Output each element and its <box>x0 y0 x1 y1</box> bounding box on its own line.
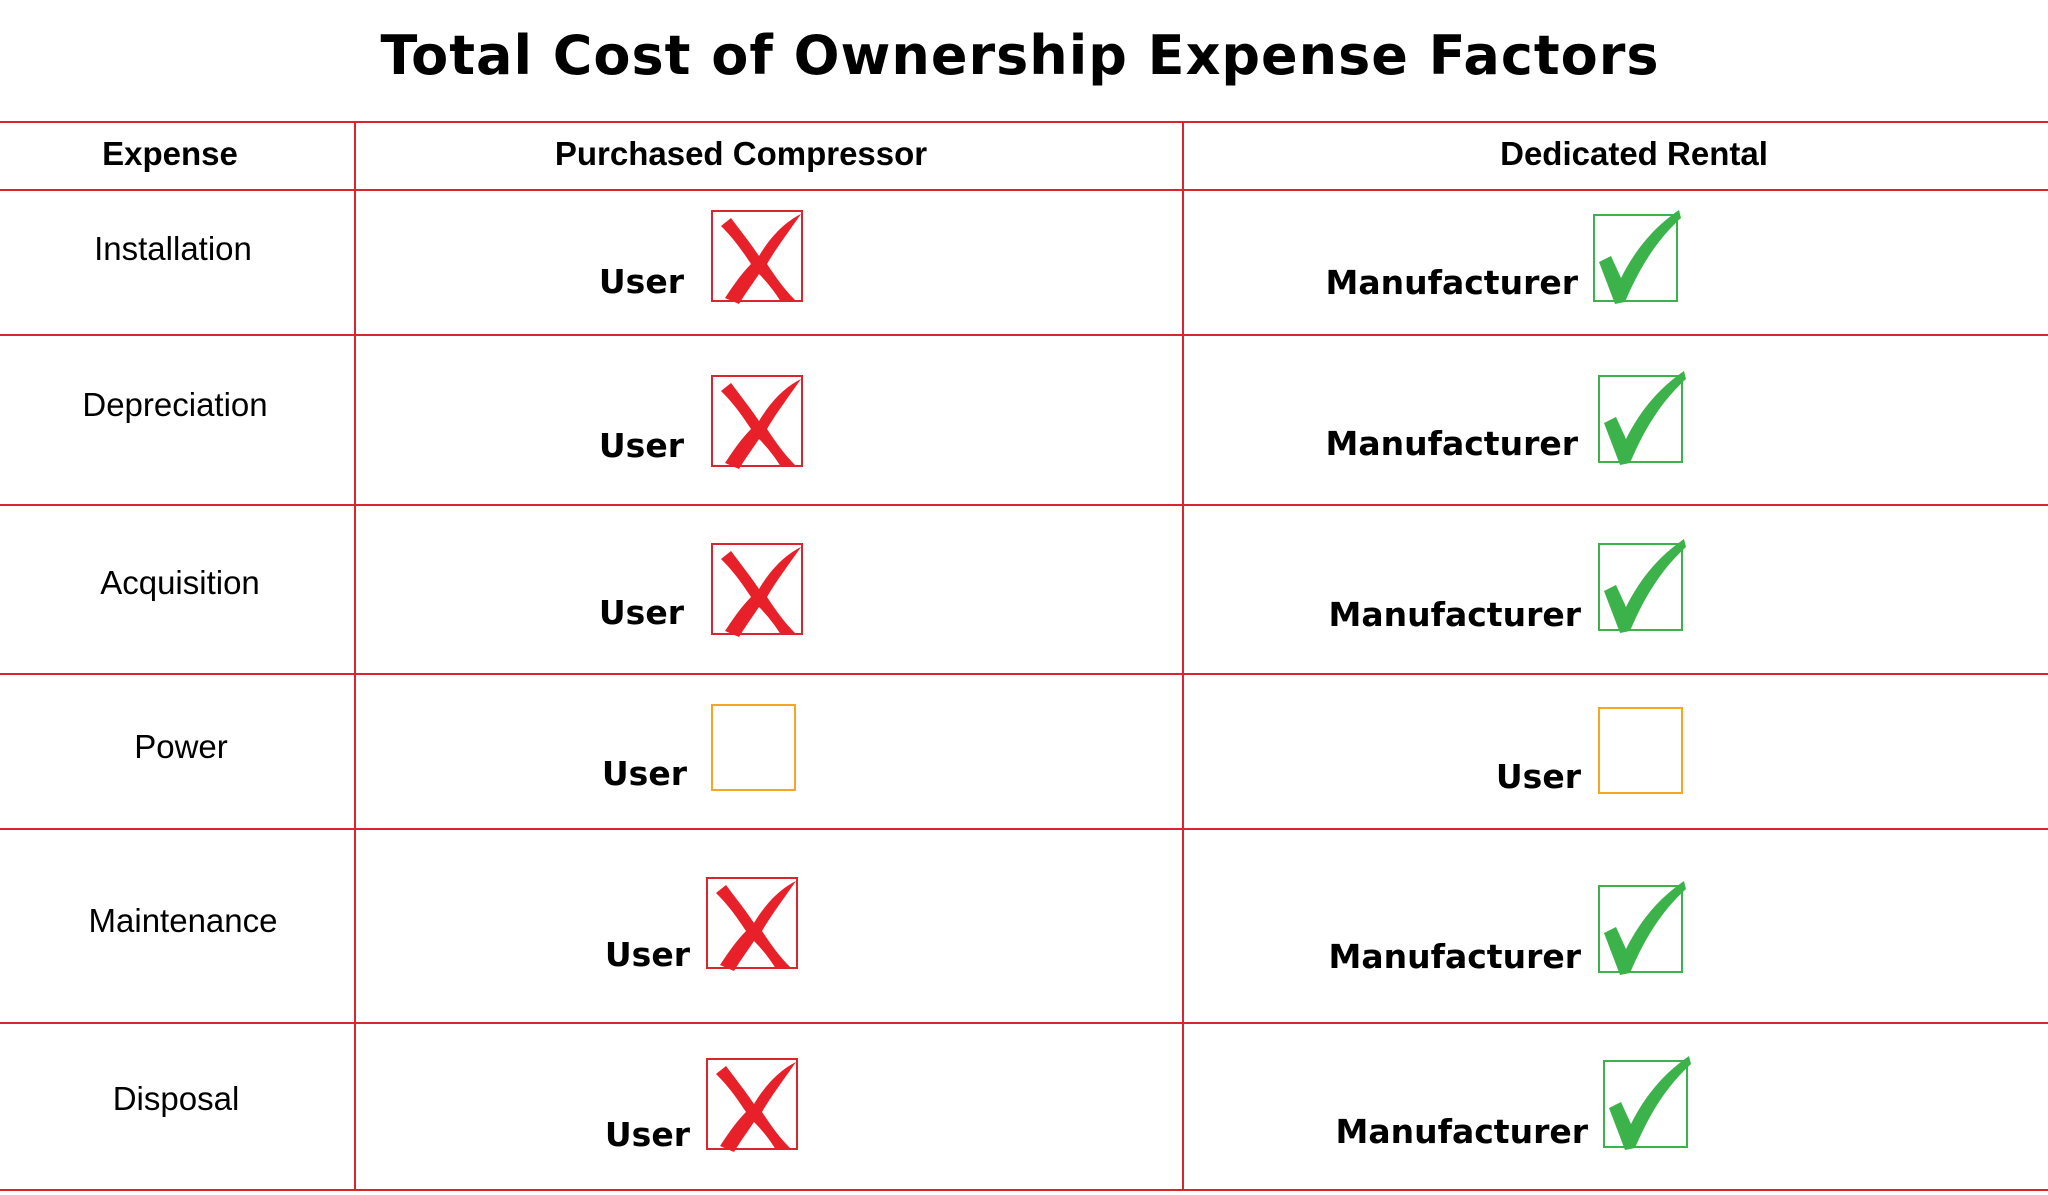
cross-icon <box>711 375 803 469</box>
cross-icon <box>711 543 803 637</box>
purchased-party: User <box>604 935 690 974</box>
table-rule <box>0 334 2048 336</box>
table-rule <box>0 673 2048 675</box>
purchased-party: User <box>604 1115 690 1154</box>
table-rule <box>354 121 356 1191</box>
rental-party: Manufacturer <box>1325 263 1578 302</box>
rental-party: User <box>1495 757 1581 796</box>
expense-label: Depreciation <box>82 386 268 423</box>
cross-icon <box>711 210 803 304</box>
check-icon <box>1598 539 1686 633</box>
expense-label: Disposal <box>112 1080 240 1117</box>
expense-label: Power <box>134 728 228 765</box>
purchased-party: User <box>598 426 684 465</box>
purchased-party: User <box>601 754 687 793</box>
rental-party: Manufacturer <box>1328 595 1581 634</box>
page-title: Total Cost of Ownership Expense Factors <box>380 24 1660 87</box>
empty-checkbox-icon <box>711 704 796 791</box>
header-expense: Expense <box>102 135 238 172</box>
check-icon <box>1603 1056 1691 1150</box>
table-rule <box>0 121 2048 123</box>
header-purchased-compressor: Purchased Compressor <box>554 135 928 172</box>
table-rule <box>0 828 2048 830</box>
purchased-party: User <box>598 593 684 632</box>
rental-party: Manufacturer <box>1328 937 1581 976</box>
rental-party: Manufacturer <box>1335 1112 1588 1151</box>
check-icon <box>1598 371 1686 465</box>
check-icon <box>1593 210 1681 304</box>
cross-icon <box>706 877 798 971</box>
empty-checkbox-icon <box>1598 707 1683 794</box>
table-rule <box>1182 121 1184 1191</box>
table-rule <box>0 1189 2048 1191</box>
purchased-party: User <box>598 262 684 301</box>
expense-label: Maintenance <box>88 902 278 939</box>
rental-party: Manufacturer <box>1325 424 1578 463</box>
header-dedicated-rental: Dedicated Rental <box>1500 135 1768 172</box>
expense-label: Installation <box>94 230 252 267</box>
expense-label: Acquisition <box>100 564 260 601</box>
check-icon <box>1598 881 1686 975</box>
cross-icon <box>706 1058 798 1152</box>
table-rule <box>0 504 2048 506</box>
table-rule <box>0 1022 2048 1024</box>
table-rule <box>0 189 2048 191</box>
